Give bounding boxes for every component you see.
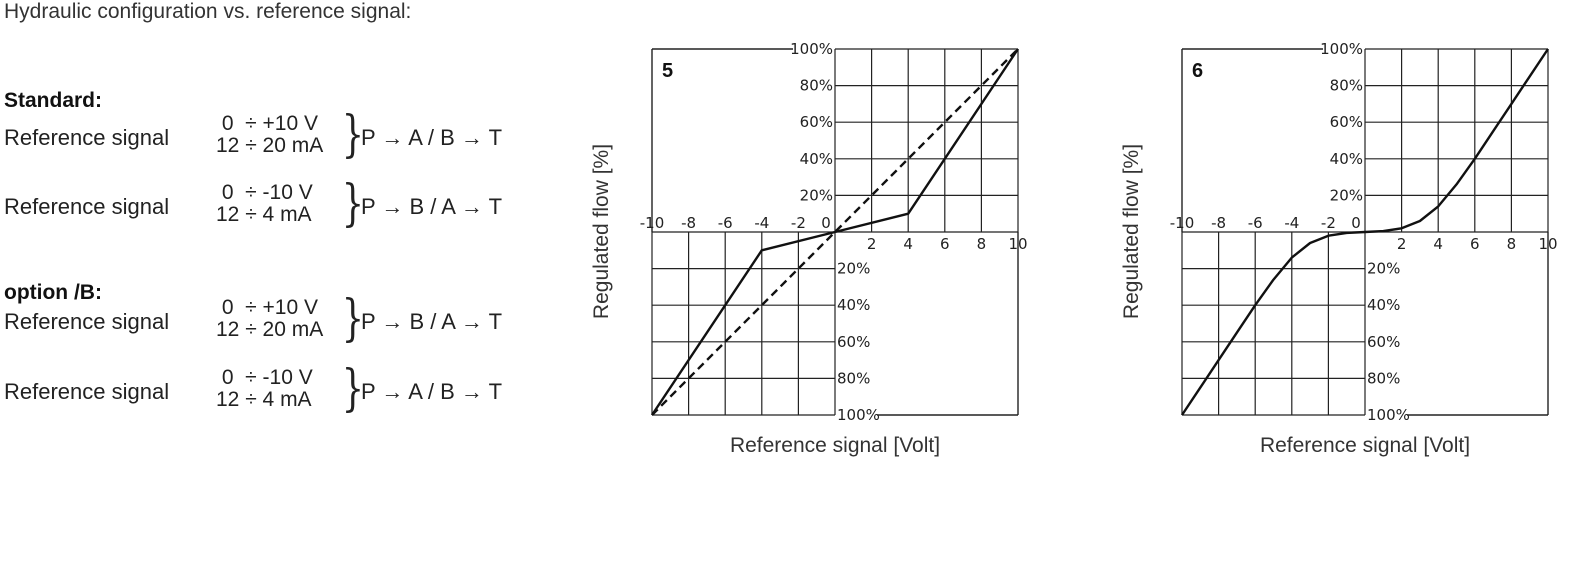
panel-label: 6 [1192,60,1203,82]
x-tick-label: 0 [1351,214,1361,232]
signal-range: 0 ÷ +10 V 12 ÷ 20 mA [216,297,323,341]
x-tick-label: -6 [718,214,733,232]
y-tick-label: 20% [1330,186,1363,204]
y-tick-label: 60% [1367,333,1400,351]
y-tick-label: 80% [1330,77,1363,95]
x-tick-label: 4 [903,235,913,253]
signal-current: 12 ÷ 20 mA [216,318,324,341]
x-tick-label: 10 [1008,235,1027,253]
x-tick-label: -8 [1211,214,1226,232]
signal-current: 12 ÷ 4 mA [216,203,312,226]
right-brace-icon: } [341,174,365,232]
row-label: Reference signal [4,309,170,334]
signal-voltage: 0 ÷ -10 V [216,181,313,204]
port-connection: P → B / A → T [361,194,503,219]
x-tick-label: -4 [754,214,769,232]
y-tick-label: 20% [837,260,870,278]
optionb-title: option /B: [4,281,102,304]
y-tick-label: 20% [800,186,833,204]
row-label: Reference signal [4,194,170,219]
page-heading: Hydraulic configuration vs. reference si… [4,0,412,23]
y-axis-label: Regulated flow [%] [590,144,613,319]
y-tick-label: 40% [837,296,870,314]
standard-row-2: Reference signal 0 ÷ -10 V 12 ÷ 4 mA } P… [4,177,564,237]
y-tick-label: 20% [1367,260,1400,278]
y-tick-label: 100% [1320,40,1363,58]
right-brace-icon: } [341,105,365,163]
signal-current: 12 ÷ 4 mA [216,388,312,411]
x-tick-label: 2 [867,235,877,253]
panel-label: 5 [662,60,673,82]
x-tick-label: -8 [681,214,696,232]
x-axis-label: Reference signal [Volt] [730,434,940,457]
y-tick-label: 40% [1330,150,1363,168]
x-axis-label: Reference signal [Volt] [1260,434,1470,457]
signal-range: 0 ÷ +10 V 12 ÷ 20 mA [216,113,323,157]
y-tick-label: 100% [837,406,880,424]
series-line-2 [651,48,1019,416]
chart-5: -10 -8 -6 -4 -2 0 2 4 6 8 10 100% 80% 60% 40% 20% 20% 40%… [590,40,1028,457]
signal-range: 0 ÷ -10 V 12 ÷ 4 mA [216,367,313,411]
port-connection: P → A / B → T [361,379,503,404]
y-tick-label: 60% [800,113,833,131]
x-tick-label: -10 [640,214,665,232]
y-tick-label: 80% [837,369,870,387]
optionb-row-2: Reference signal 0 ÷ -10 V 12 ÷ 4 mA } P… [4,362,564,422]
signal-current: 12 ÷ 20 mA [216,134,324,157]
x-tick-label: -4 [1284,214,1299,232]
optionb-row-1: Reference signal 0 ÷ +10 V 12 ÷ 20 mA } … [4,292,564,352]
x-tick-label: -6 [1248,214,1263,232]
port-connection: P → B / A → T [361,309,503,334]
row-label: Reference signal [4,379,170,404]
signal-range: 0 ÷ -10 V 12 ÷ 4 mA [216,182,313,226]
x-tick-label: -2 [791,214,806,232]
x-tick-label: 10 [1538,235,1557,253]
signal-voltage: 0 ÷ +10 V [216,296,319,319]
x-tick-label: 8 [977,235,987,253]
y-tick-label: 80% [1367,369,1400,387]
x-tick-label: 2 [1397,235,1407,253]
right-brace-icon: } [341,289,365,347]
y-tick-label: 80% [800,77,833,95]
signal-voltage: 0 ÷ -10 V [216,366,313,389]
x-tick-label: -2 [1321,214,1336,232]
x-tick-label: 4 [1433,235,1443,253]
y-tick-label: 100% [790,40,833,58]
y-tick-label: 60% [837,333,870,351]
y-tick-label: 60% [1330,113,1363,131]
y-tick-label: 40% [1367,296,1400,314]
x-tick-label: 8 [1507,235,1517,253]
standard-row-1: Reference signal 0 ÷ +10 V 12 ÷ 20 mA } … [4,108,564,168]
chart-6: -10 -8 -6 -4 -2 0 2 4 6 8 10 100% 80% 60% 40% 20% 20% 40%… [1120,40,1558,457]
x-tick-label: 6 [940,235,950,253]
series-line-1 [651,48,1019,416]
series-line-1 [1181,48,1549,416]
y-axis-label: Regulated flow [%] [1120,144,1143,319]
y-tick-label: 40% [800,150,833,168]
right-brace-icon: } [341,359,365,417]
x-tick-label: -10 [1170,214,1195,232]
port-connection: P → A / B → T [361,125,503,150]
standard-title: Standard: [4,89,103,112]
row-label: Reference signal [4,125,170,150]
x-tick-label: 6 [1470,235,1480,253]
x-tick-label: 0 [821,214,831,232]
y-tick-label: 100% [1367,406,1410,424]
signal-voltage: 0 ÷ +10 V [216,112,319,135]
